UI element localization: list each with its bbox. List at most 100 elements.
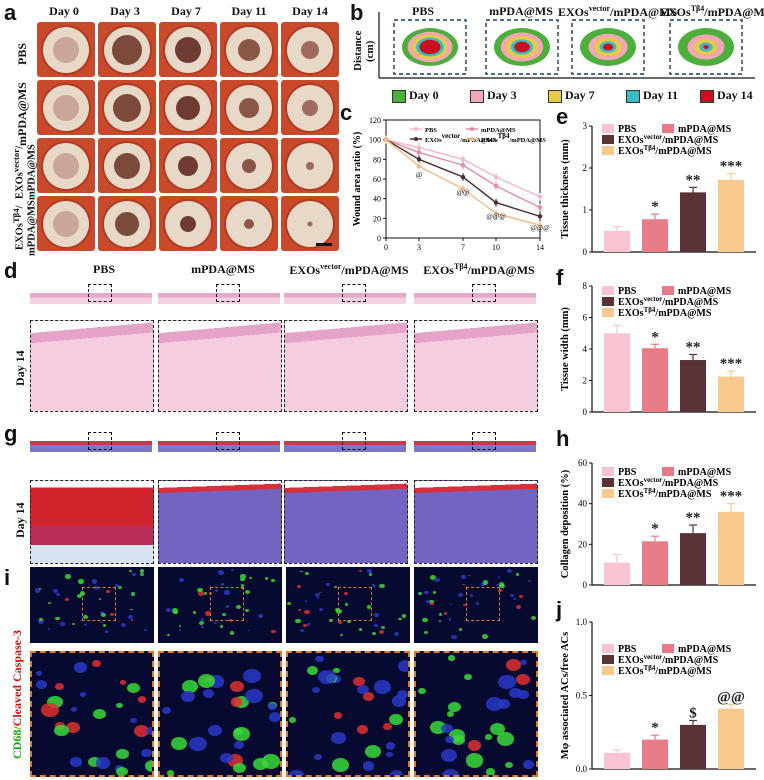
fluor-overview-image [286, 567, 410, 643]
series-point [383, 137, 389, 142]
y-tick-label: 0.5 [576, 691, 588, 701]
panel-label-e: e [556, 104, 569, 129]
legend-entry: PBS [618, 286, 637, 297]
wound-photo [281, 138, 339, 193]
bar [718, 179, 744, 252]
wound-photo [37, 80, 95, 135]
legend-label: Day 3 [487, 88, 517, 102]
significance-mark: * [651, 521, 659, 537]
y-tick-label: 40 [578, 499, 588, 509]
masson-overview-strip [30, 436, 152, 452]
y-tick-label: 1 [583, 205, 588, 215]
series-line [385, 139, 541, 226]
row-label-exos-tb4: EXOsTβ4/mPDA@MS [11, 200, 38, 256]
bar [604, 231, 630, 252]
legend-swatch [602, 124, 614, 133]
y-axis-label: Tissue thickness (mm) [560, 139, 571, 239]
day-11-title: Day 11 [231, 4, 267, 18]
bar [642, 348, 668, 412]
bar [642, 219, 668, 252]
zoom-region-box [216, 284, 240, 302]
y-tick-label: 20 [373, 214, 381, 223]
masson-zoom-image [158, 480, 282, 564]
wound-photo [159, 196, 217, 251]
fluor-zoom-image [30, 651, 154, 777]
y-tick-label: 40 [373, 195, 381, 204]
day-7-title: Day 7 [171, 4, 201, 18]
fluor-zoom-image [286, 651, 410, 777]
significance-mark: * [651, 199, 659, 215]
series-point [460, 157, 466, 162]
legend-swatch [602, 286, 614, 295]
y-axis-label: Collagen deposition (%) [560, 469, 571, 578]
masson-overview-strip [158, 436, 280, 452]
zoom-region-box [338, 587, 372, 621]
legend-label: Day 0 [409, 88, 439, 102]
bar [680, 360, 706, 412]
trace-box [571, 19, 645, 75]
y-tick-label: 20 [578, 539, 588, 549]
panel-label-h: h [556, 426, 570, 451]
y-tick-label: 0 [377, 234, 381, 243]
wound-photo [220, 22, 278, 77]
wound-photo [98, 138, 156, 193]
trace-contour [703, 45, 709, 49]
bar [718, 708, 744, 769]
legend-entry: PBS [425, 127, 437, 134]
masson-overview-strip [284, 436, 406, 452]
trace-title-pbs: PBS [411, 4, 434, 18]
he-zoom-image [284, 320, 408, 412]
y-tick-label: 0.0 [576, 764, 588, 774]
y-axis-label: Tissue width (mm) [560, 307, 571, 391]
legend-swatch [700, 90, 714, 103]
legend-entry: EXOsvector/mPDA@MS [425, 132, 497, 144]
series-point [493, 174, 499, 180]
masson-overview-strip [414, 436, 536, 452]
trace-title-exos-vector: EXOsvector/mPDA@MS [558, 4, 678, 19]
significance-annotation: @@@ [486, 212, 506, 220]
masson-zoom-image [414, 480, 538, 564]
legend-entry: EXOsTβ4/mPDA@MS [618, 487, 712, 500]
panel-label-i: i [4, 565, 11, 590]
legend-swatch [602, 146, 614, 155]
significance-mark: *** [720, 158, 743, 174]
series-point [537, 194, 543, 199]
scale-bar [316, 243, 332, 246]
y-tick-label: 0 [583, 407, 588, 417]
y-tick-label: 1.0 [576, 617, 588, 627]
wound-photo [37, 138, 95, 193]
significance-mark: @@ [717, 689, 745, 705]
y-tick-label: 2 [583, 163, 588, 173]
legend-entry: EXOsvector/mPDA@MS [618, 653, 719, 666]
trace-box [393, 19, 467, 75]
bar [642, 739, 668, 769]
series-point [537, 214, 543, 219]
series-point [460, 186, 466, 192]
legend-entry: EXOsvector/mPDA@MS [618, 133, 719, 146]
legend-swatch [602, 666, 614, 675]
zoom-region-box [216, 432, 240, 450]
legend-entry: mPDA@MS [678, 467, 732, 478]
he-title-exos-vector: EXOsvector/mPDA@MS [289, 262, 409, 277]
significance-mark: *** [720, 356, 743, 372]
panel-label-c: c [340, 100, 353, 125]
wound-photo [281, 22, 339, 77]
fluor-row-label: CD68/Cleaved Caspase-3 [10, 625, 25, 765]
he-overview-strip [30, 288, 152, 304]
series-point [460, 163, 466, 168]
x-tick-label: 0 [384, 243, 388, 252]
panel-label-j: j [556, 597, 563, 622]
significance-mark: ** [686, 340, 701, 356]
trace-box [485, 19, 559, 75]
he-overview-strip [414, 288, 536, 304]
bar [718, 511, 744, 585]
wound-photo [220, 196, 278, 251]
legend-swatch [662, 467, 674, 476]
fluor-overview-image [414, 567, 538, 643]
legend-swatch [662, 644, 674, 653]
x-tick-label: 10 [492, 243, 500, 252]
bar [680, 533, 706, 585]
bar [604, 562, 630, 585]
distance-axis-label: Distance (cm) [352, 30, 376, 72]
y-tick-label: 100 [369, 136, 381, 145]
